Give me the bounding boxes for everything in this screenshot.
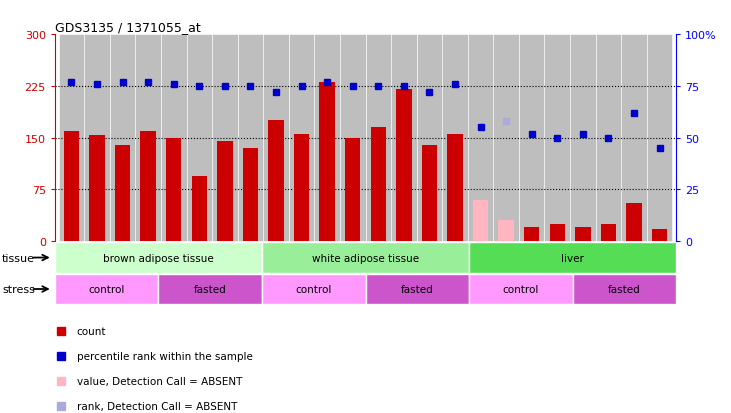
Bar (166, 138, 181, 242)
Text: count: count (77, 326, 106, 336)
Bar (391, 35, 417, 242)
Bar (647, 35, 673, 242)
Bar (469, 243, 676, 273)
Bar (55, 243, 262, 273)
Bar (84, 35, 110, 242)
Text: fasted: fasted (194, 284, 227, 294)
Bar (55, 274, 159, 304)
Bar (89, 135, 105, 242)
Bar (396, 90, 412, 242)
Text: value, Detection Call = ABSENT: value, Detection Call = ABSENT (77, 376, 242, 386)
Bar (115, 145, 130, 242)
Text: tissue: tissue (2, 253, 35, 263)
Bar (140, 131, 156, 242)
Bar (366, 35, 391, 242)
Bar (262, 274, 366, 304)
Bar (262, 243, 469, 273)
Bar (596, 35, 621, 242)
Bar (294, 135, 309, 242)
Text: percentile rank within the sample: percentile rank within the sample (77, 351, 252, 361)
Bar (447, 135, 463, 242)
Bar (371, 128, 386, 242)
Bar (469, 274, 572, 304)
Bar (192, 176, 207, 242)
Bar (340, 35, 366, 242)
Bar (159, 274, 262, 304)
Bar (524, 228, 539, 242)
Bar (550, 224, 565, 242)
Bar (268, 121, 284, 242)
Text: GDS3135 / 1371055_at: GDS3135 / 1371055_at (55, 21, 200, 34)
Bar (499, 221, 514, 242)
Bar (238, 35, 263, 242)
Bar (161, 35, 186, 242)
Bar (217, 142, 232, 242)
Bar (473, 200, 488, 242)
Text: control: control (503, 284, 539, 294)
Bar (493, 35, 519, 242)
Bar (135, 35, 161, 242)
Bar (366, 274, 469, 304)
Text: liver: liver (561, 253, 584, 263)
Text: white adipose tissue: white adipose tissue (312, 253, 419, 263)
Bar (519, 35, 545, 242)
Text: rank, Detection Call = ABSENT: rank, Detection Call = ABSENT (77, 401, 237, 411)
Bar (263, 35, 289, 242)
Bar (64, 131, 79, 242)
Bar (572, 274, 676, 304)
Text: control: control (88, 284, 125, 294)
Bar (626, 204, 642, 242)
Bar (319, 83, 335, 242)
Bar (243, 149, 258, 242)
Bar (468, 35, 493, 242)
Bar (570, 35, 596, 242)
Bar (442, 35, 468, 242)
Bar (601, 224, 616, 242)
Bar (422, 145, 437, 242)
Text: fasted: fasted (401, 284, 433, 294)
Bar (186, 35, 212, 242)
Bar (417, 35, 442, 242)
Bar (289, 35, 314, 242)
Bar (652, 229, 667, 242)
Bar (314, 35, 340, 242)
Text: control: control (295, 284, 332, 294)
Bar (575, 228, 591, 242)
Bar (621, 35, 647, 242)
Bar (110, 35, 135, 242)
Bar (212, 35, 238, 242)
Text: brown adipose tissue: brown adipose tissue (103, 253, 213, 263)
Text: stress: stress (2, 284, 35, 294)
Bar (545, 35, 570, 242)
Text: fasted: fasted (608, 284, 641, 294)
Bar (58, 35, 84, 242)
Bar (345, 138, 360, 242)
